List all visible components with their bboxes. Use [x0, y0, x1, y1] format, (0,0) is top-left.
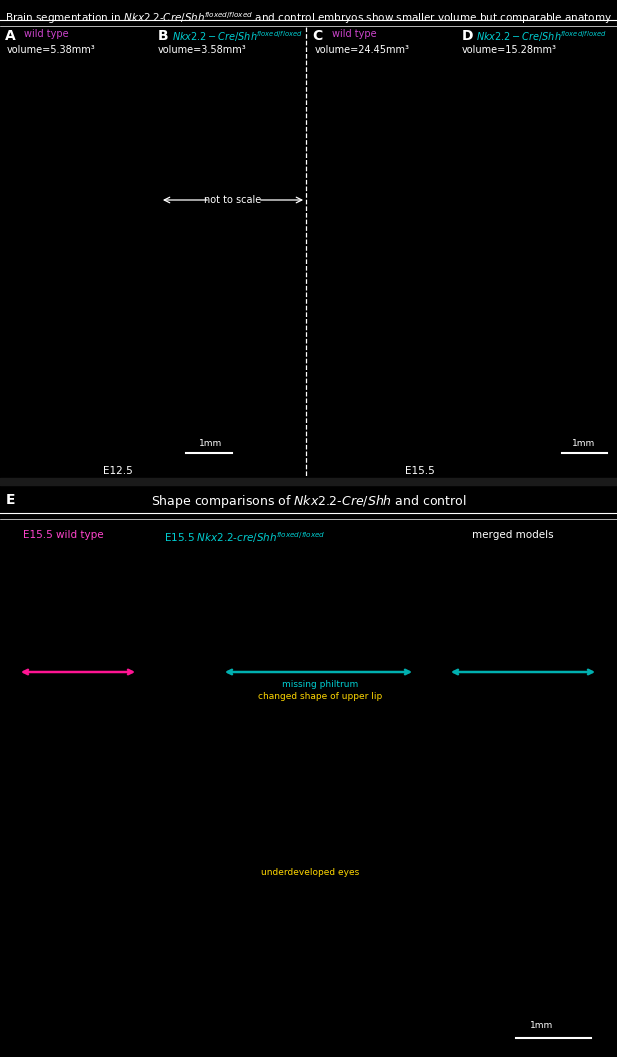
Text: $\it{Nkx2.2-Cre/Shh}$$^{\it{floxed/floxed}}$: $\it{Nkx2.2-Cre/Shh}$$^{\it{floxed/floxe…	[172, 29, 303, 43]
Text: wild type: wild type	[24, 29, 68, 39]
Text: C: C	[312, 29, 322, 43]
Text: 1mm: 1mm	[530, 1021, 553, 1030]
Text: wild type: wild type	[332, 29, 376, 39]
Text: merged models: merged models	[472, 530, 554, 540]
Text: $\it{Nkx2.2-Cre/Shh}$$^{\it{floxed/floxed}}$: $\it{Nkx2.2-Cre/Shh}$$^{\it{floxed/floxe…	[476, 29, 607, 43]
Text: 1mm: 1mm	[572, 439, 595, 448]
Text: volume=3.58mm³: volume=3.58mm³	[158, 45, 247, 55]
Text: E15.5: E15.5	[405, 466, 435, 476]
Text: A: A	[5, 29, 16, 43]
Text: volume=24.45mm³: volume=24.45mm³	[315, 45, 410, 55]
Text: changed shape of upper lip: changed shape of upper lip	[258, 692, 382, 701]
Text: 1mm: 1mm	[199, 439, 222, 448]
Text: B: B	[158, 29, 168, 43]
Text: E12.5: E12.5	[103, 466, 133, 476]
Text: E15.5 wild type: E15.5 wild type	[23, 530, 103, 540]
Text: volume=5.38mm³: volume=5.38mm³	[7, 45, 96, 55]
Text: E: E	[6, 493, 15, 507]
Text: E15.5 $\it{Nkx2.2}$-$\it{cre/Shh}$$^{\it{floxed/floxed}}$: E15.5 $\it{Nkx2.2}$-$\it{cre/Shh}$$^{\it…	[164, 530, 326, 544]
Text: volume=15.28mm³: volume=15.28mm³	[462, 45, 557, 55]
Text: Shape comparisons of $\it{Nkx2.2}$-$\it{Cre/Shh}$ and control: Shape comparisons of $\it{Nkx2.2}$-$\it{…	[151, 493, 466, 509]
Text: D: D	[462, 29, 473, 43]
Text: underdeveloped eyes: underdeveloped eyes	[261, 868, 359, 877]
Text: Brain segmentation in $\it{Nkx2.2}$-$\it{Cre/Shh}$$^{\it{floxed/floxed}}$ and co: Brain segmentation in $\it{Nkx2.2}$-$\it…	[5, 10, 612, 25]
Text: not to scale: not to scale	[204, 194, 262, 205]
Text: missing philtrum: missing philtrum	[282, 680, 358, 689]
